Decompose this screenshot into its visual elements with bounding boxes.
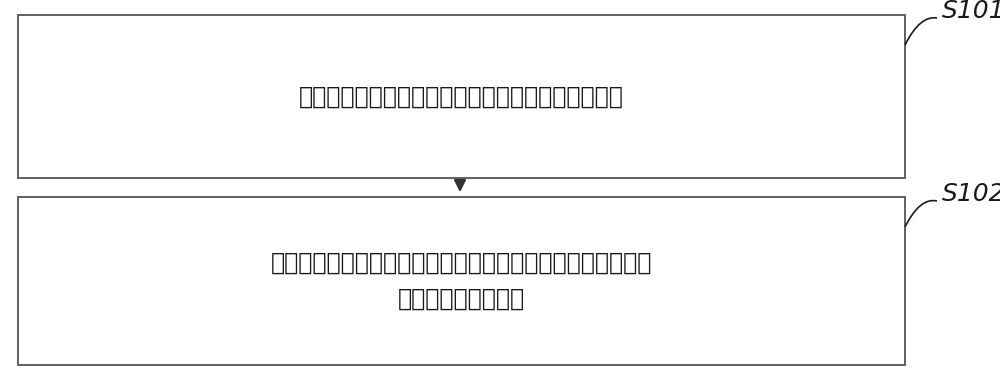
Text: S101: S101 (942, 0, 1000, 23)
Text: 进行铌钽分离提取；: 进行铌钽分离提取； (398, 287, 525, 311)
Text: S102: S102 (942, 182, 1000, 206)
Text: 以稀释后的钽铌溶液为料液相，仲辛醇为有机相，采用超声波: 以稀释后的钽铌溶液为料液相，仲辛醇为有机相，采用超声波 (271, 251, 652, 275)
Bar (18, 15, 905, 178)
Text: 以赤泥为初步原料进行预处理后得到稀释的钽铌溶液: 以赤泥为初步原料进行预处理后得到稀释的钽铌溶液 (299, 85, 624, 108)
Bar (18, 197, 905, 365)
